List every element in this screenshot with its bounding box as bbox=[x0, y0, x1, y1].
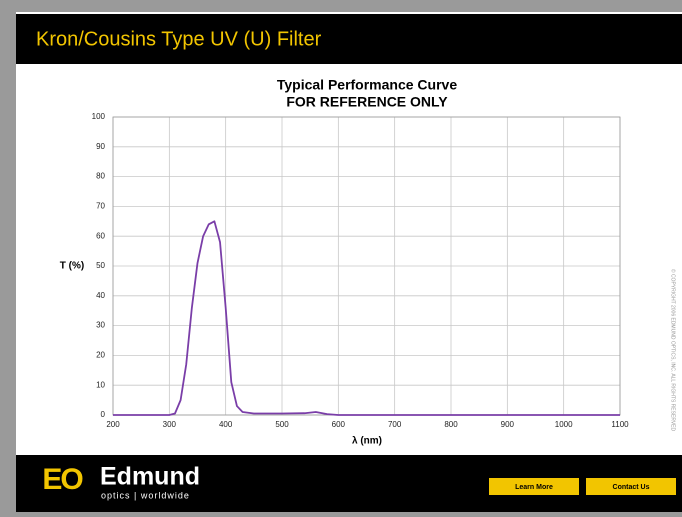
y-axis-label: T (%) bbox=[60, 261, 84, 272]
y-tick-label: 60 bbox=[96, 231, 105, 240]
x-tick-label: 300 bbox=[163, 420, 177, 429]
y-tick-label: 30 bbox=[96, 321, 105, 330]
x-tick-label: 400 bbox=[219, 420, 233, 429]
curve bbox=[113, 220, 620, 416]
y-tick-label: 70 bbox=[96, 202, 105, 211]
x-tick-label: 500 bbox=[275, 420, 289, 429]
copyright: © COPYRIGHT 2006 EDMUND OPTICS, INC. ALL… bbox=[670, 269, 677, 432]
page bbox=[16, 12, 682, 512]
x-tick-label: 1100 bbox=[611, 420, 629, 429]
x-tick-label: 700 bbox=[388, 420, 402, 429]
y-tick-label: 10 bbox=[96, 380, 105, 389]
logo-tagline: optics | worldwide bbox=[101, 490, 190, 500]
header-bar bbox=[16, 14, 682, 64]
contact-us-label[interactable]: Contact Us bbox=[613, 484, 650, 491]
logo-mark: EO bbox=[42, 463, 83, 496]
y-tick-label: 40 bbox=[96, 291, 105, 300]
learn-more-button[interactable] bbox=[489, 478, 579, 495]
y-tick-label: 90 bbox=[96, 142, 105, 151]
x-axis-label: λ (nm) bbox=[352, 436, 382, 447]
x-tick-label: 800 bbox=[444, 420, 458, 429]
logo-word: Edmund bbox=[100, 463, 200, 491]
learn-more-label[interactable]: Learn More bbox=[515, 484, 553, 491]
header-title: Kron/Cousins Type UV (U) Filter bbox=[36, 28, 322, 50]
x-tick-label: 1000 bbox=[555, 420, 573, 429]
y-tick-label: 80 bbox=[96, 172, 105, 181]
contact-us-button[interactable] bbox=[586, 478, 676, 495]
y-tick-label: 50 bbox=[96, 261, 105, 270]
y-tick-label: 100 bbox=[92, 112, 106, 121]
y-tick-label: 20 bbox=[96, 351, 105, 360]
x-tick-label: 600 bbox=[332, 420, 346, 429]
chart-subtitle: FOR REFERENCE ONLY bbox=[286, 94, 448, 110]
x-tick-label: 900 bbox=[501, 420, 515, 429]
x-tick-label: 200 bbox=[106, 420, 120, 429]
chart-title: Typical Performance Curve bbox=[277, 77, 457, 93]
y-tick-label: 0 bbox=[101, 410, 106, 419]
